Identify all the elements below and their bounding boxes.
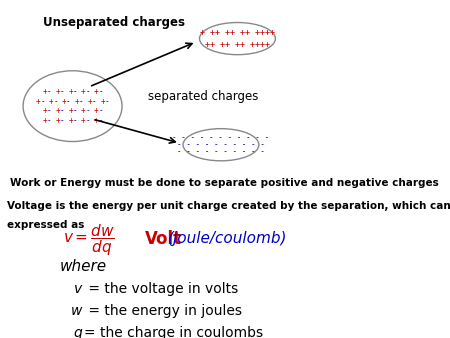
Text: = the charge in coulombs: = the charge in coulombs	[84, 326, 263, 338]
Text: -: -	[66, 97, 71, 106]
Text: separated charges: separated charges	[148, 90, 259, 103]
Text: +: +	[81, 87, 86, 96]
Text: +: +	[43, 106, 47, 116]
Text: -: -	[60, 87, 64, 96]
Text: +: +	[68, 87, 73, 96]
Text: expressed as: expressed as	[7, 220, 84, 230]
Text: -: -	[72, 116, 77, 125]
Text: +: +	[68, 106, 73, 116]
Text: +: +	[94, 106, 99, 116]
Text: +: +	[49, 97, 54, 106]
Text: q: q	[74, 326, 82, 338]
Text: Voltage is the energy per unit charge created by the separation, which can be: Voltage is the energy per unit charge cr…	[7, 201, 450, 211]
Text: -: -	[86, 116, 90, 125]
Text: -: -	[72, 106, 77, 116]
Text: - - - - - - - - - -: - - - - - - - - - -	[177, 147, 265, 156]
Text: +: +	[75, 97, 79, 106]
Text: +: +	[36, 97, 41, 106]
Text: w: w	[71, 304, 82, 318]
Text: -: -	[53, 97, 58, 106]
Text: (joule/coulomb): (joule/coulomb)	[168, 231, 288, 246]
Text: -: -	[105, 97, 109, 106]
Text: -: -	[98, 106, 103, 116]
Text: - - - - - - - - - - -: - - - - - - - - - - -	[172, 133, 270, 142]
Text: -: -	[79, 97, 84, 106]
Text: -: -	[47, 106, 51, 116]
Text: -: -	[86, 87, 90, 96]
Text: -: -	[60, 106, 64, 116]
Text: +: +	[55, 116, 60, 125]
Text: - - - - - - - - - -: - - - - - - - - - -	[177, 140, 265, 149]
Text: +: +	[81, 106, 86, 116]
Text: -: -	[47, 87, 51, 96]
Text: -: -	[47, 116, 51, 125]
Text: Volt: Volt	[145, 230, 182, 248]
Text: +: +	[55, 106, 60, 116]
Text: Work or Energy must be done to separate positive and negative charges: Work or Energy must be done to separate …	[10, 178, 439, 188]
Text: +: +	[55, 87, 60, 96]
Text: = the voltage in volts: = the voltage in volts	[84, 283, 239, 296]
Text: = the energy in joules: = the energy in joules	[84, 304, 242, 318]
Text: +: +	[68, 116, 73, 125]
Text: +: +	[100, 97, 105, 106]
Text: -: -	[40, 97, 45, 106]
Text: -: -	[92, 97, 96, 106]
Text: v: v	[74, 283, 82, 296]
Text: -: -	[60, 116, 64, 125]
Text: where: where	[59, 260, 107, 274]
Text: +: +	[94, 87, 99, 96]
Text: +: +	[94, 116, 99, 125]
Text: +: +	[43, 87, 47, 96]
Text: +: +	[62, 97, 67, 106]
Text: + ++ ++ ++ ++++: + ++ ++ ++ ++++	[200, 28, 275, 37]
Text: +: +	[88, 97, 92, 106]
Text: ++ ++ ++ ++++: ++ ++ ++ ++++	[205, 40, 270, 49]
Text: -: -	[72, 87, 77, 96]
Text: -: -	[98, 87, 103, 96]
Text: -: -	[86, 106, 90, 116]
Text: +: +	[81, 116, 86, 125]
Text: -: -	[98, 116, 103, 125]
Text: +: +	[43, 116, 47, 125]
Text: Unseparated charges: Unseparated charges	[43, 16, 185, 29]
Text: $v = \dfrac{dw}{dq}$: $v = \dfrac{dw}{dq}$	[63, 222, 115, 258]
